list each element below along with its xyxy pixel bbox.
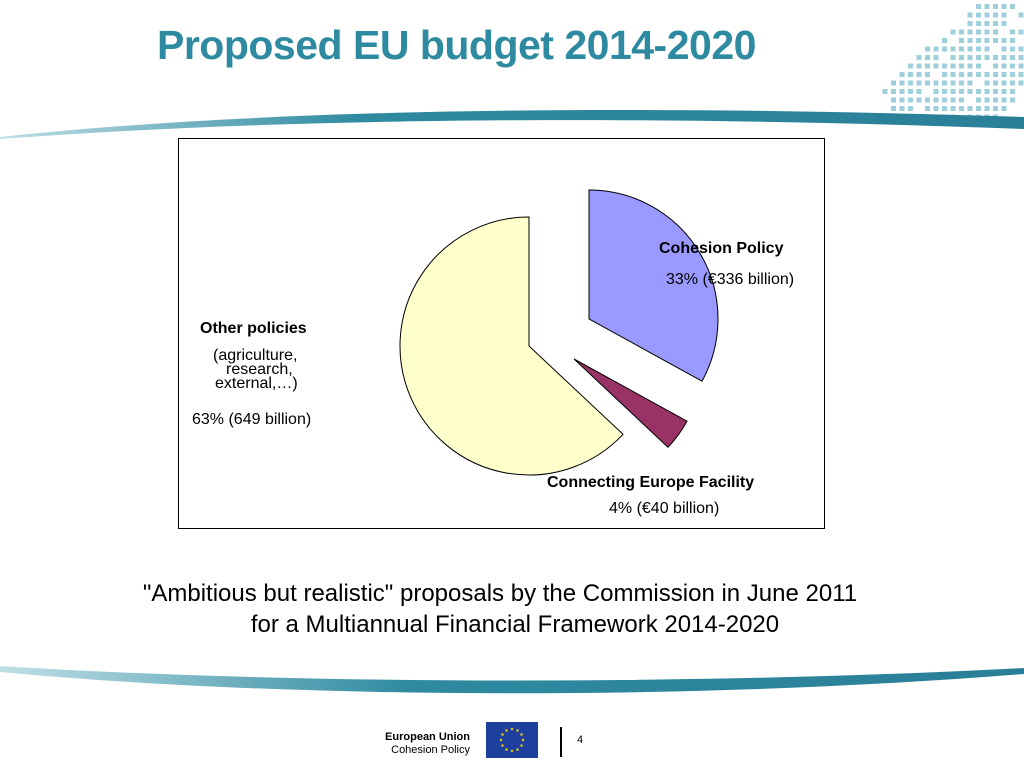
eu-flag-icon: [486, 722, 538, 758]
flag-star-icon: [499, 738, 503, 742]
flag-star-icon: [521, 738, 525, 742]
pie-slice-connecting-europe-facility: [573, 358, 688, 449]
flag-star-icon: [504, 747, 509, 752]
flag-star-icon: [510, 749, 514, 753]
label-connecting-value: 4% (€40 billion): [609, 500, 720, 517]
flag-star-icon: [510, 727, 514, 731]
chart-frame: Cohesion Policy 33% (€336 billion) Other…: [178, 138, 825, 529]
flag-star-icon: [515, 747, 520, 752]
flag-star-icon: [515, 728, 520, 733]
label-other-sub-2: research,: [226, 361, 293, 378]
pie-slice-other-policies: [399, 216, 624, 476]
label-other-sub-3: external,…): [215, 375, 298, 392]
slide-caption: "Ambitious but realistic" proposals by t…: [0, 578, 1000, 640]
caption-line-1: "Ambitious but realistic" proposals by t…: [142, 580, 858, 607]
header-swoosh: [0, 109, 1024, 139]
footer-org-sub: Cohesion Policy: [391, 744, 470, 756]
flag-star-icon: [500, 743, 505, 748]
flag-star-icon: [519, 732, 524, 737]
label-cohesion-name: Cohesion Policy: [659, 240, 784, 257]
flag-star-icon: [504, 728, 509, 733]
footer-swoosh: [0, 666, 1024, 694]
label-connecting-name: Connecting Europe Facility: [547, 474, 755, 491]
footer-org: European Union Cohesion Policy: [340, 731, 470, 757]
pie-slice-cohesion-policy: [588, 189, 719, 382]
footer-org-name: European Union: [385, 731, 470, 743]
label-other-value: 63% (649 billion): [192, 411, 312, 428]
slide-title: Proposed EU budget 2014-2020: [157, 22, 756, 68]
label-cohesion-value: 33% (€336 billion): [666, 271, 795, 288]
flag-star-icon: [519, 743, 524, 748]
footer-divider: [560, 727, 562, 757]
page-number: 4: [577, 734, 584, 746]
label-other-name: Other policies: [200, 320, 307, 337]
label-other-sub-1: (agriculture,: [213, 347, 298, 364]
flag-star-icon: [500, 732, 505, 737]
caption-line-2: for a Multiannual Financial Framework 20…: [250, 611, 780, 638]
pie-chart: [399, 189, 719, 476]
